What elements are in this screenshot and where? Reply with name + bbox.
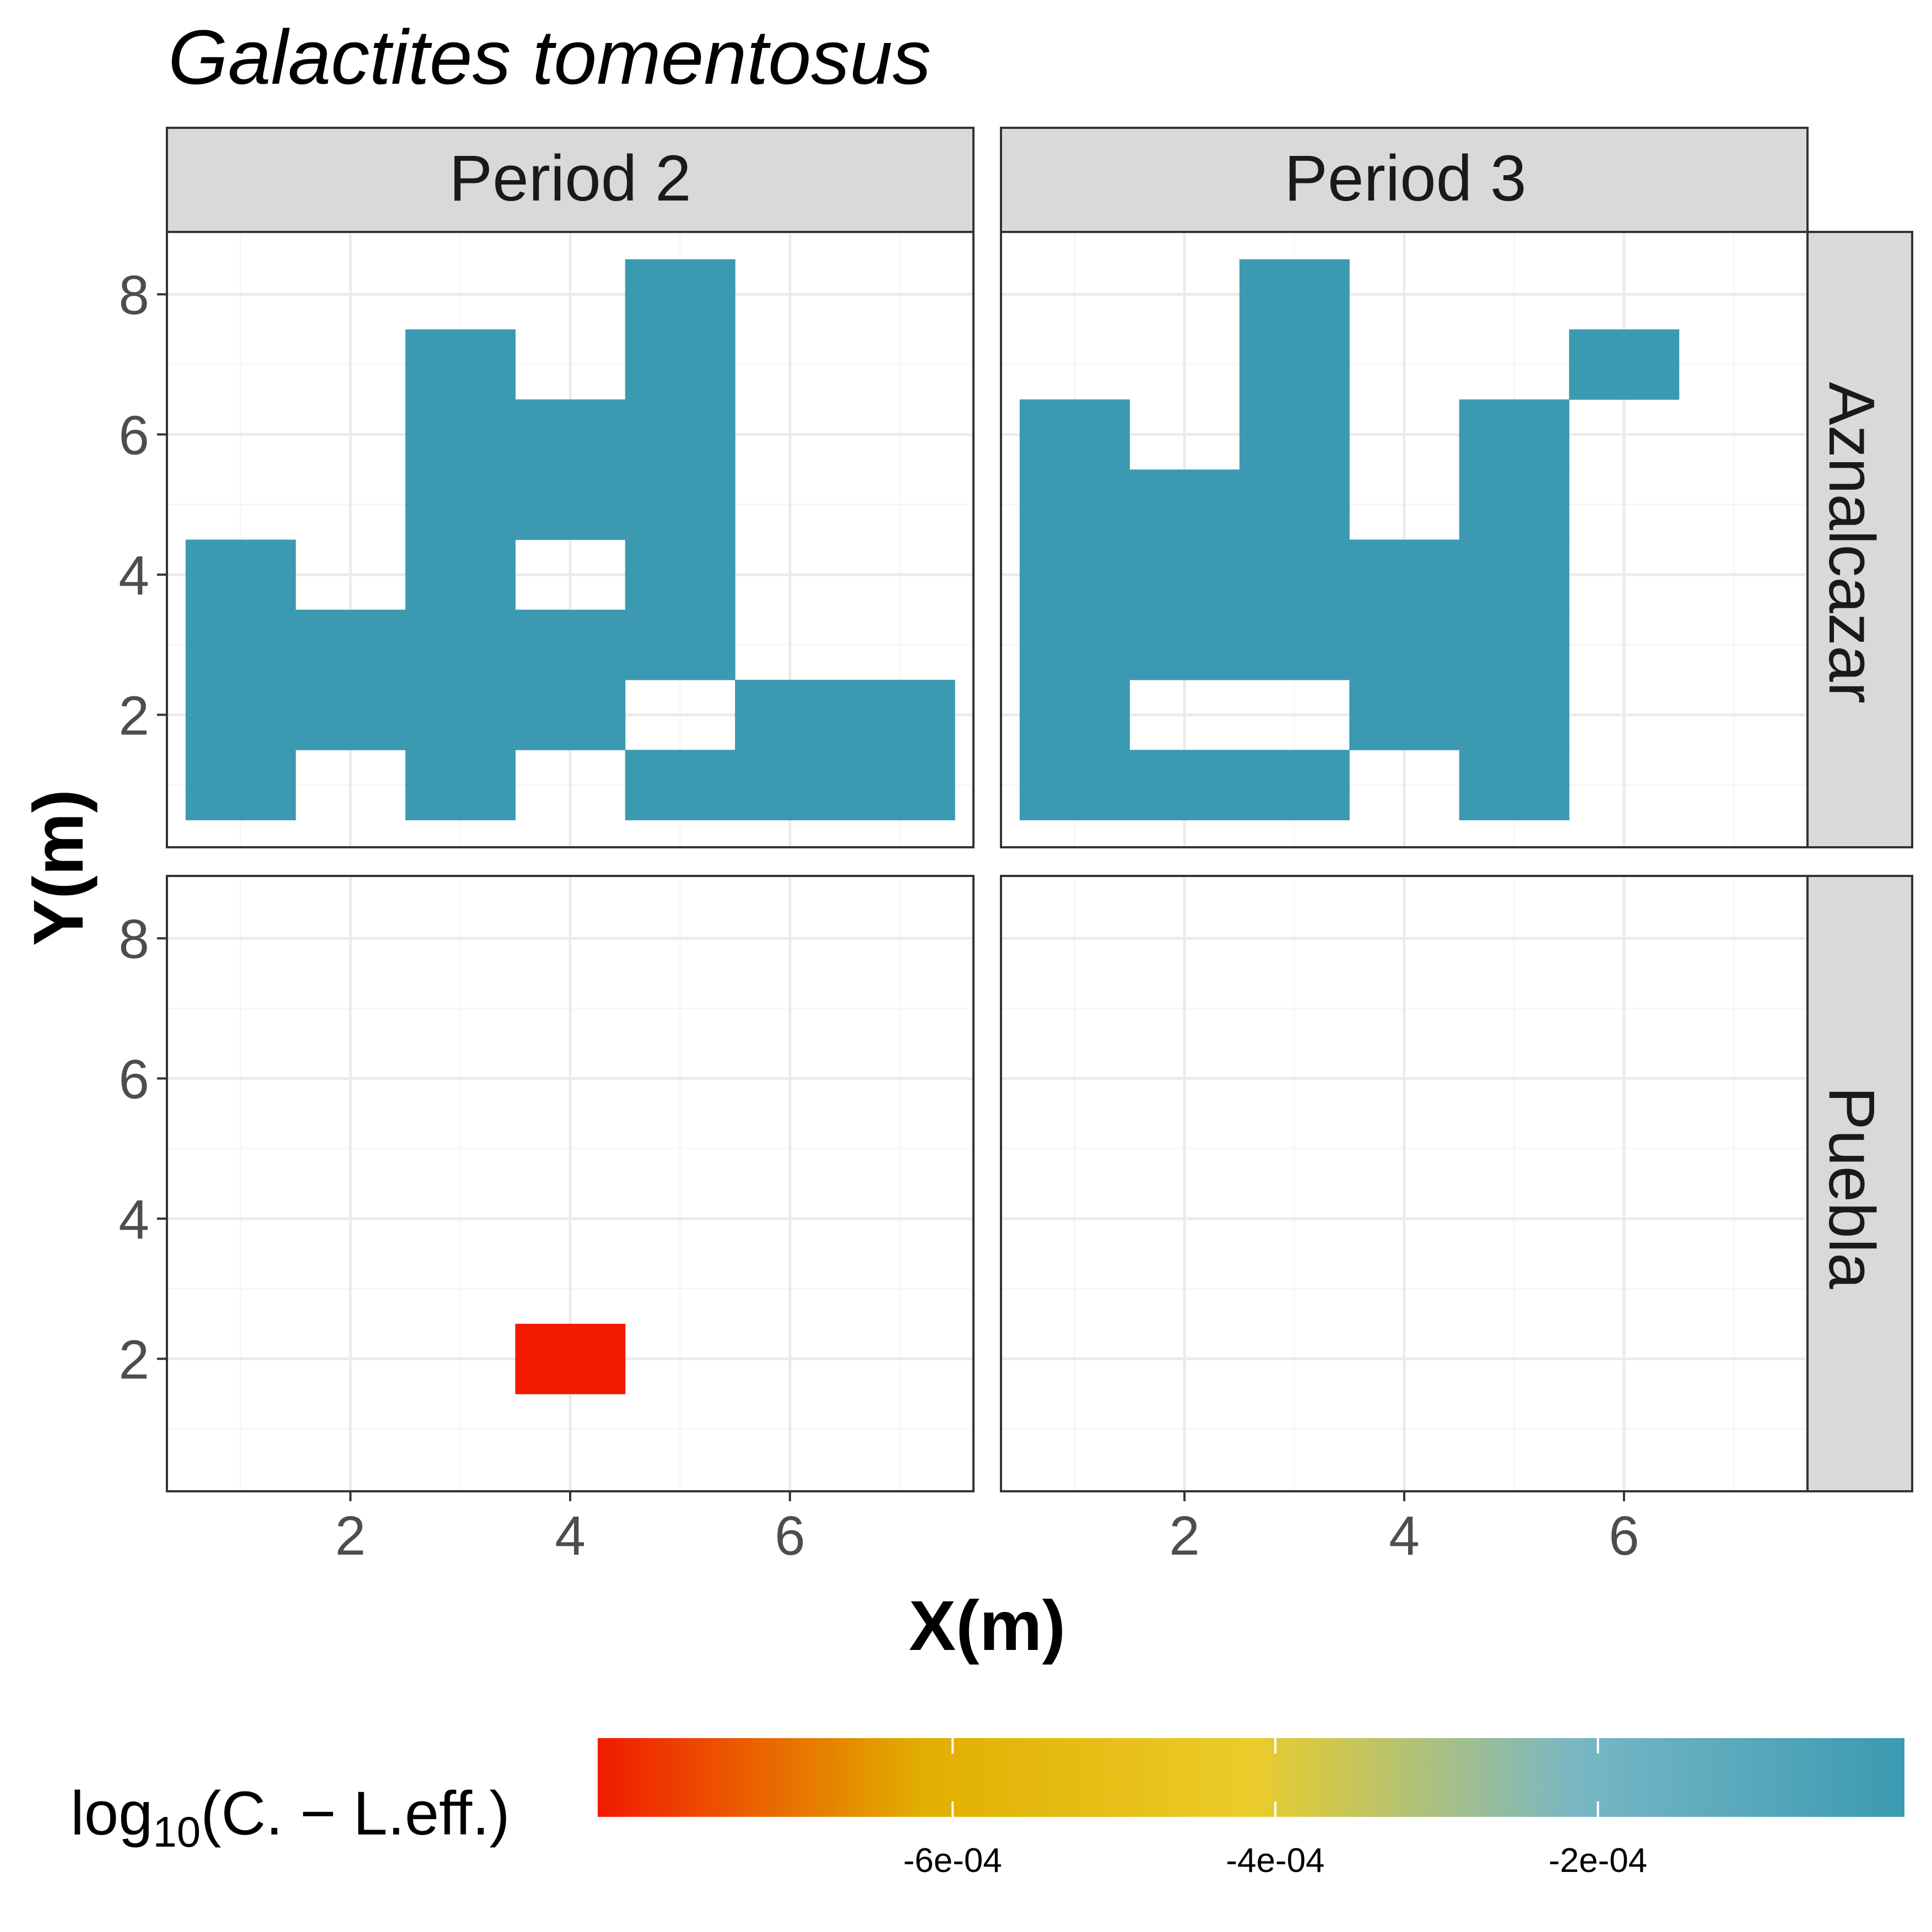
- strip-row-2: [1806, 875, 1913, 1492]
- y-tick-label: 6: [118, 405, 149, 467]
- heatmap-cell: [1239, 259, 1350, 330]
- y-tick-label: 8: [118, 908, 149, 970]
- heatmap-cell: [1129, 750, 1240, 820]
- heatmap-cell: [625, 539, 735, 610]
- x-tick-label: 6: [1609, 1505, 1639, 1567]
- heatmap-cell: [1459, 750, 1570, 820]
- heatmap-cell: [515, 1323, 626, 1394]
- heatmap-cell: [295, 609, 406, 680]
- heatmap-cell: [1239, 469, 1350, 540]
- heatmap-cell: [1459, 679, 1570, 750]
- x-tick-label: 4: [555, 1505, 586, 1567]
- heatmap-cell: [295, 679, 406, 750]
- legend-tick-label: -4e-04: [1226, 1842, 1324, 1880]
- panel-4: [1000, 875, 1809, 1492]
- heatmap-cell: [1019, 679, 1130, 750]
- heatmap-cell: [1239, 609, 1350, 680]
- strip-label-period-2: Period 2: [449, 142, 691, 215]
- heatmap-cell: [185, 679, 296, 750]
- heatmap-cell: [1459, 609, 1570, 680]
- heatmap-cell: [1129, 539, 1240, 610]
- heatmap-cell: [1019, 399, 1130, 470]
- heatmap-cell: [625, 399, 735, 470]
- heatmap-cell: [1239, 539, 1350, 610]
- color-legend: log10(C. − L.eff.) -6e-04 -4e-04 -2e-04: [71, 1738, 1904, 1880]
- strip-col-1: [166, 127, 975, 233]
- heatmap-cell: [185, 539, 296, 610]
- heatmap-cell: [1459, 539, 1570, 610]
- heatmap-cell: [1459, 469, 1570, 540]
- y-axis-title: Y(m): [19, 789, 98, 946]
- legend-colorbar: [598, 1738, 1904, 1817]
- facet-strips: Period 2 Period 3 Aznalcazar Puebla: [166, 127, 1913, 1492]
- heatmap-cell: [1349, 679, 1460, 750]
- heatmap-cell: [1019, 539, 1130, 610]
- heatmap-cell: [405, 329, 516, 400]
- strip-label-puebla: Puebla: [1815, 1086, 1888, 1289]
- heatmap-cell: [735, 750, 846, 820]
- y-tick-label: 8: [118, 264, 149, 326]
- legend-ticks: -6e-04 -4e-04 -2e-04: [903, 1738, 1647, 1880]
- heatmap-cell: [405, 609, 516, 680]
- x-tick-label: 2: [1169, 1505, 1200, 1567]
- heatmap-cell: [845, 679, 955, 750]
- facet-panels: [166, 231, 1809, 1492]
- heatmap-cell: [1349, 539, 1460, 610]
- heatmap-cell: [1129, 609, 1240, 680]
- heatmap-cell: [515, 469, 626, 540]
- axis-ticks: 2 4 6 8 2 4 6 8 2 4 6 2 4 6: [118, 264, 1639, 1567]
- x-axis-title: X(m): [909, 1587, 1065, 1665]
- heatmap-cell: [1019, 750, 1130, 820]
- heatmap-cell: [845, 750, 955, 820]
- heatmap-cell: [1459, 399, 1570, 470]
- heatmap-cell: [405, 750, 516, 820]
- strip-label-aznalcazar: Aznalcazar: [1815, 382, 1888, 703]
- heatmap-cell: [515, 399, 626, 470]
- heatmap-cell: [625, 609, 735, 680]
- y-tick-label: 2: [118, 1329, 149, 1391]
- heatmap-cell: [625, 469, 735, 540]
- heatmap-cell: [1349, 609, 1460, 680]
- legend-title: log10(C. − L.eff.): [71, 1779, 510, 1856]
- heatmap-cell: [405, 539, 516, 610]
- heatmap-cell: [1239, 329, 1350, 400]
- chart-title: Galactites tomentosus: [168, 14, 931, 100]
- heatmap-cell: [515, 609, 626, 680]
- heatmap-cell: [185, 609, 296, 680]
- heatmap-cell: [735, 679, 846, 750]
- x-tick-label: 4: [1389, 1505, 1420, 1567]
- heatmap-cell: [1019, 469, 1130, 540]
- y-tick-label: 4: [118, 1189, 149, 1251]
- legend-tick-label: -6e-04: [903, 1842, 1002, 1880]
- x-tick-label: 2: [335, 1505, 366, 1567]
- strip-col-2: [1000, 127, 1809, 233]
- heatmap-cell: [405, 399, 516, 470]
- strip-row-1: [1806, 231, 1913, 848]
- heatmap-cell: [625, 259, 735, 330]
- heatmap-cell: [1129, 469, 1240, 540]
- x-tick-label: 6: [775, 1505, 805, 1567]
- heatmap-cell: [405, 679, 516, 750]
- heatmap-cell: [1239, 399, 1350, 470]
- heatmap-cell: [1239, 750, 1350, 820]
- y-tick-label: 2: [118, 685, 149, 747]
- legend-tick-label: -2e-04: [1549, 1842, 1647, 1880]
- y-tick-label: 4: [118, 545, 149, 607]
- heatmap-cell: [515, 679, 626, 750]
- heatmap-cell: [1569, 329, 1680, 400]
- heatmap-cell: [625, 750, 735, 820]
- panel-3: [166, 875, 975, 1492]
- heatmap-cell: [405, 469, 516, 540]
- y-tick-label: 6: [118, 1049, 149, 1111]
- heatmap-cell: [625, 329, 735, 400]
- heatmap-cell: [185, 750, 296, 820]
- panel-1: [166, 231, 975, 848]
- strip-label-period-3: Period 3: [1284, 142, 1527, 215]
- heatmap-cell: [1019, 609, 1130, 680]
- panel-2: [1000, 231, 1809, 848]
